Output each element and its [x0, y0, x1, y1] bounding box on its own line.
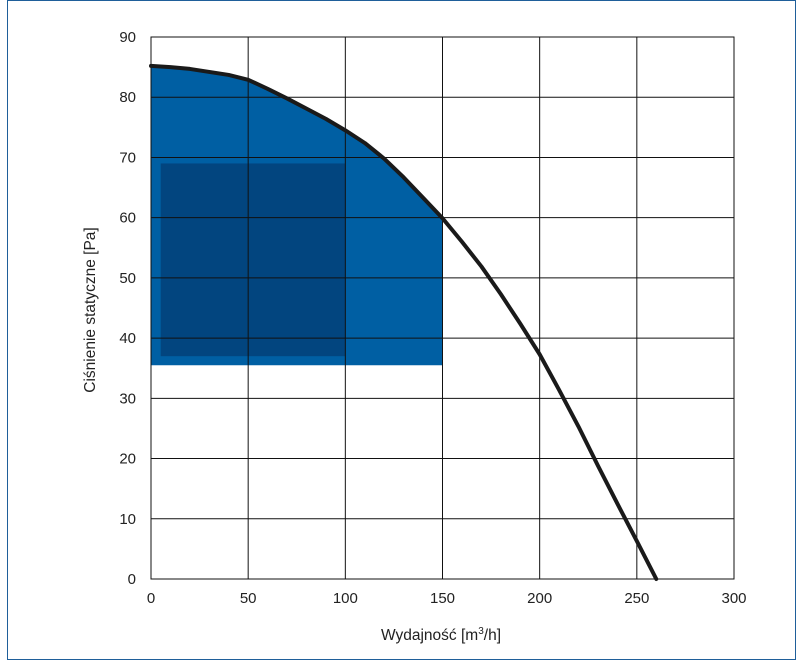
x-tick-label: 300	[721, 590, 746, 607]
y-tick-label: 10	[119, 511, 136, 528]
y-tick-label: 30	[119, 390, 136, 407]
y-tick-label: 20	[119, 451, 136, 468]
x-tick-label: 250	[624, 590, 649, 607]
y-tick-label: 40	[119, 330, 136, 347]
y-axis-title: Ciśnienie statyczne [Pa]	[82, 227, 99, 392]
y-tick-label: 70	[119, 149, 136, 166]
plot-border	[150, 36, 735, 580]
y-tick-label: 80	[119, 89, 136, 106]
x-tick-label: 100	[333, 590, 358, 607]
x-axis-title: Wydajność [m3/h]	[381, 626, 501, 644]
operating-rectangle-1	[160, 163, 346, 357]
y-tick-label: 50	[119, 270, 136, 287]
y-tick-labels: 0 10 20 30 40 50 60 70 80 90	[119, 29, 136, 588]
y-tick-label: 90	[119, 29, 136, 46]
fan-curve-line	[149, 63, 659, 581]
operating-regions	[151, 65, 443, 366]
fan-curve	[149, 63, 659, 581]
x-tick-label: 0	[147, 590, 155, 607]
y-tick-label: 60	[119, 210, 136, 227]
x-tick-label: 150	[430, 590, 455, 607]
y-tick-label: 0	[128, 571, 136, 588]
grid	[150, 36, 735, 580]
x-tick-label: 200	[527, 590, 552, 607]
x-tick-label: 50	[240, 590, 257, 607]
x-tick-labels: 0 50 100 150 200 250 300	[147, 590, 747, 607]
